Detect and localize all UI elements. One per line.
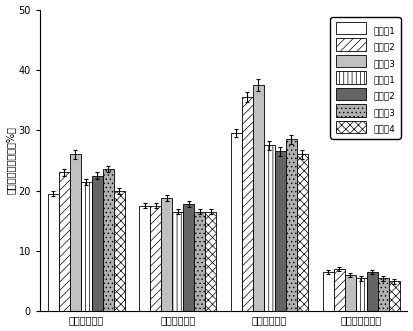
Bar [286,139,297,311]
Bar [183,204,194,311]
Bar [172,212,183,311]
Bar [103,169,114,311]
Bar [92,175,103,311]
Bar [344,275,356,311]
Y-axis label: 氨肽酶相对酶活力（%）: 氨肽酶相对酶活力（%） [5,126,16,194]
Bar [377,278,389,311]
Bar [59,172,70,311]
Bar [205,212,216,311]
Bar [253,85,264,311]
Bar [242,97,253,311]
Bar [161,198,172,311]
Bar [139,206,150,311]
Bar [323,272,334,311]
Bar [194,212,205,311]
Bar [81,181,92,311]
Bar [47,194,59,311]
Bar [70,154,81,311]
Bar [297,154,308,311]
Legend: 实施例1, 实施例2, 实施例3, 对比例1, 对比例2, 对比例3, 对比例4: 实施例1, 实施例2, 实施例3, 对比例1, 对比例2, 对比例3, 对比例4 [330,17,401,139]
Bar [275,151,286,311]
Bar [150,206,161,311]
Bar [366,272,377,311]
Bar [231,133,242,311]
Bar [389,281,399,311]
Bar [356,278,366,311]
Bar [114,191,125,311]
Bar [334,269,344,311]
Bar [264,145,275,311]
